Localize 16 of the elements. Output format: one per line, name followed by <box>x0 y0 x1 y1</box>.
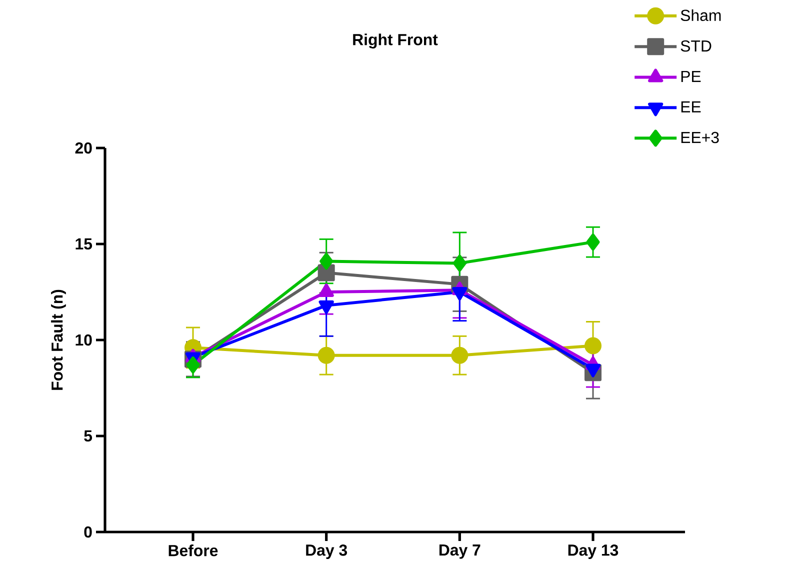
legend-label: EE <box>681 101 701 112</box>
x-tick-label: Before <box>168 544 218 556</box>
legend-label: Sham <box>680 9 721 22</box>
legend-label: STD <box>680 40 712 52</box>
y-tick-label: 15 <box>76 238 92 250</box>
y-tick-label: 0 <box>84 526 92 538</box>
legend-label: PE <box>681 70 701 82</box>
y-axis-title: Foot Fault (n) <box>51 290 66 390</box>
chart-title: Right Front <box>353 34 438 48</box>
x-tick-label: Day 7 <box>439 544 480 559</box>
legend-label: EE+3 <box>681 132 719 144</box>
y-tick-label: 10 <box>76 334 92 346</box>
y-tick-label: 20 <box>75 142 92 154</box>
x-tick-label: Day 3 <box>306 544 347 559</box>
x-tick-label: Day 13 <box>568 544 618 559</box>
y-tick-label: 5 <box>84 430 92 442</box>
